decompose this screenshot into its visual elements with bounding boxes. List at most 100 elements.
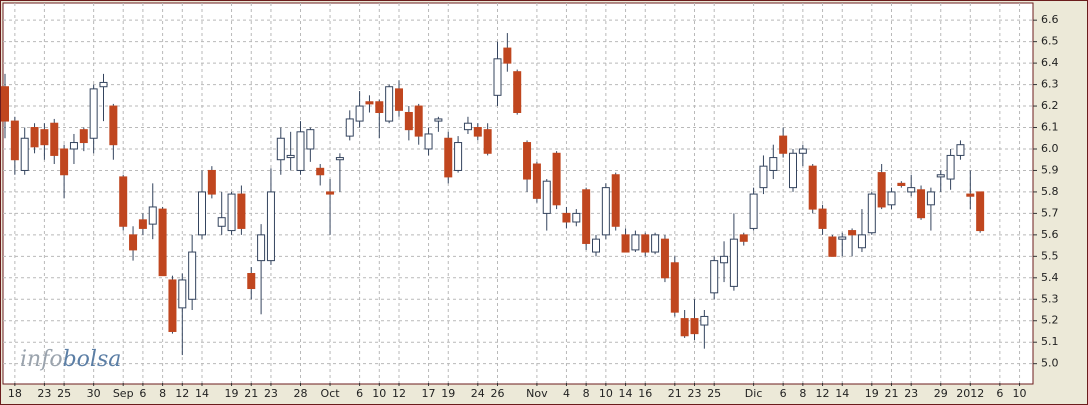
- x-tick-label: 16: [638, 387, 652, 400]
- candle-body: [946, 154, 955, 180]
- x-tick-label: 8: [583, 387, 590, 400]
- candle-body: [838, 236, 847, 240]
- candle-body: [680, 318, 689, 337]
- y-tick-label: 5.5: [1041, 249, 1059, 262]
- candle-body: [513, 71, 522, 113]
- candle-body: [257, 234, 266, 262]
- candle-body: [779, 135, 788, 154]
- x-tick-label: 21: [668, 387, 682, 400]
- candle-body: [365, 101, 374, 105]
- x-tick-label: 19: [225, 387, 239, 400]
- candle-body: [808, 165, 817, 210]
- y-tick-label: 6.0: [1041, 142, 1059, 155]
- candle-body: [30, 127, 39, 148]
- candle-body: [207, 169, 216, 195]
- candle-body: [956, 144, 965, 156]
- x-tick-label: 2012: [956, 387, 984, 400]
- x-tick-label: 18: [8, 387, 22, 400]
- y-tick-label: 5.6: [1041, 228, 1059, 241]
- candle-body: [542, 180, 551, 214]
- candle-body: [10, 120, 19, 161]
- x-tick-label: 23: [904, 387, 918, 400]
- candle-body: [395, 88, 403, 111]
- candle-body: [178, 279, 187, 309]
- x-tick-label: 21: [244, 387, 258, 400]
- candle-body: [503, 47, 512, 64]
- candle-body: [720, 255, 729, 264]
- x-tick-label: 29: [934, 387, 948, 400]
- x-tick-label: 14: [619, 387, 633, 400]
- y-tick-label: 6.5: [1041, 35, 1059, 48]
- candle-body: [129, 234, 138, 251]
- candle-body: [385, 86, 394, 122]
- x-tick-label: 6: [356, 387, 363, 400]
- watermark-first: info: [20, 347, 63, 372]
- y-tick-label: 5.2: [1041, 314, 1059, 327]
- candle-body: [109, 105, 118, 146]
- candle-body: [710, 260, 719, 294]
- candle-body: [404, 111, 413, 131]
- x-tick-label: 25: [707, 387, 721, 400]
- x-tick-label: 23: [688, 387, 702, 400]
- candle-body: [335, 157, 344, 161]
- candle-body: [60, 148, 69, 176]
- axes: 5.0 5.1 5.2 5.3 5.4 5.5 5.6 5.7 5.8 5.9 6.0 6.1 6.2 6…: [8, 13, 1059, 400]
- candles: [1, 33, 985, 356]
- candle-body: [99, 81, 108, 88]
- candle-body: [700, 315, 709, 326]
- candle-body: [119, 176, 128, 227]
- y-tick-label: 5.1: [1041, 335, 1059, 348]
- candle-body: [1, 86, 9, 122]
- candle-body: [857, 234, 866, 249]
- candle-body: [473, 127, 482, 137]
- y-tick-label: 6.2: [1041, 99, 1059, 112]
- x-tick-label: Oct: [321, 387, 341, 400]
- candle-body: [50, 122, 59, 156]
- x-tick-label: 14: [195, 387, 209, 400]
- candle-body: [217, 217, 226, 227]
- y-tick-label: 5.4: [1041, 271, 1059, 284]
- candle-body: [592, 238, 600, 253]
- candle-body: [286, 154, 295, 159]
- candle-body: [867, 193, 876, 234]
- candle-body: [237, 193, 246, 229]
- x-tick-label: 24: [471, 387, 485, 400]
- candle-body: [414, 105, 423, 137]
- candle-body: [493, 58, 502, 96]
- x-tick-label: 12: [392, 387, 406, 400]
- candle-body: [690, 318, 699, 335]
- candle-body: [769, 157, 778, 171]
- x-tick-label: 14: [835, 387, 849, 400]
- x-tick-label: 10: [372, 387, 386, 400]
- candle-body: [729, 238, 738, 287]
- candle-body: [897, 182, 906, 186]
- candle-body: [434, 118, 443, 122]
- x-tick-label: 10: [599, 387, 613, 400]
- grid: [3, 3, 1033, 383]
- x-tick-label: 30: [87, 387, 101, 400]
- candle-body: [355, 105, 364, 122]
- candle-body: [601, 187, 610, 236]
- candle-body: [463, 122, 472, 131]
- candle-body: [926, 191, 935, 206]
- x-tick-label: Nov: [526, 387, 548, 400]
- x-tick-label: 6: [139, 387, 146, 400]
- candle-body: [188, 251, 197, 300]
- candle-body: [611, 174, 620, 227]
- x-tick-label: 19: [865, 387, 879, 400]
- y-tick-label: 5.8: [1041, 185, 1059, 198]
- candle-body: [247, 273, 256, 290]
- x-tick-label: 21: [885, 387, 899, 400]
- candle-body: [907, 187, 916, 193]
- y-tick-label: 6.1: [1041, 121, 1059, 134]
- candle-body: [759, 165, 768, 189]
- y-tick-label: 6.3: [1041, 78, 1059, 91]
- x-tick-label: 8: [159, 387, 166, 400]
- candle-body: [227, 193, 236, 232]
- candle-body: [79, 129, 88, 144]
- candle-body: [936, 174, 945, 178]
- candle-body: [848, 230, 857, 236]
- candle-body: [562, 212, 571, 223]
- candle-body: [828, 236, 837, 257]
- candle-body: [198, 191, 206, 236]
